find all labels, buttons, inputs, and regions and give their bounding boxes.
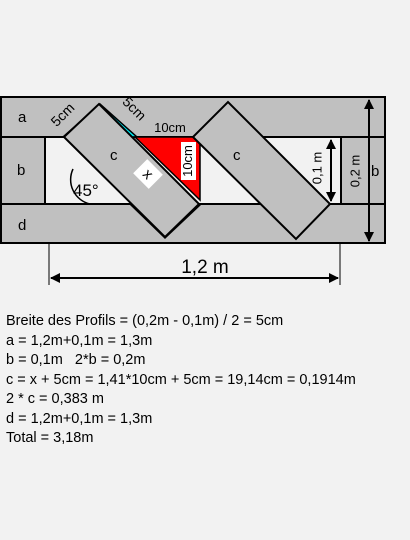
calculation-text: Breite des Profils = (0,2m - 0,1m) / 2 =… bbox=[6, 312, 356, 449]
calc-line: b = 0,1m 2*b = 0,2m bbox=[6, 352, 146, 368]
label-a: a bbox=[18, 109, 27, 126]
calc-line: d = 1,2m+0,1m = 1,3m bbox=[6, 410, 153, 427]
x-label-bg bbox=[133, 159, 163, 189]
calc-line: 2 * c = 0,383 m bbox=[6, 391, 104, 407]
label-outer-height: 0,2 m bbox=[347, 155, 362, 188]
post-b-right bbox=[340, 136, 386, 205]
beam-a bbox=[0, 96, 386, 138]
calc-line: a = 1,2m+0,1m = 1,3m bbox=[6, 332, 153, 349]
label-c-left: c bbox=[110, 147, 118, 164]
label-width: 1,2 m bbox=[181, 257, 229, 278]
label-d: d bbox=[18, 217, 26, 234]
diagonal-brace-right bbox=[191, 100, 332, 241]
frame-diagram: a b b d c c x 5cm 5cm 10cm 10cm 45° 0,1 … bbox=[0, 93, 386, 285]
label-b-right: b bbox=[371, 163, 379, 180]
diagonal-brace-left bbox=[62, 102, 201, 239]
label-inner-height: 0,1 m bbox=[309, 152, 324, 185]
label-c-right: c bbox=[233, 147, 241, 164]
label-b-left: b bbox=[17, 162, 25, 179]
calc-line: Breite des Profils = (0,2m - 0,1m) / 2 =… bbox=[6, 313, 284, 329]
calc-line: c = x + 5cm = 1,41*10cm + 5cm = 19,14cm … bbox=[6, 371, 356, 388]
ten-cm-side-bg bbox=[181, 142, 196, 180]
calc-line: Total = 3,18m bbox=[6, 430, 94, 446]
label-10cm-top: 10cm bbox=[154, 120, 186, 135]
angle-arc bbox=[69, 168, 91, 205]
label-10cm-side: 10cm bbox=[180, 145, 195, 177]
label-angle: 45° bbox=[73, 181, 99, 200]
post-b-left bbox=[0, 136, 46, 205]
